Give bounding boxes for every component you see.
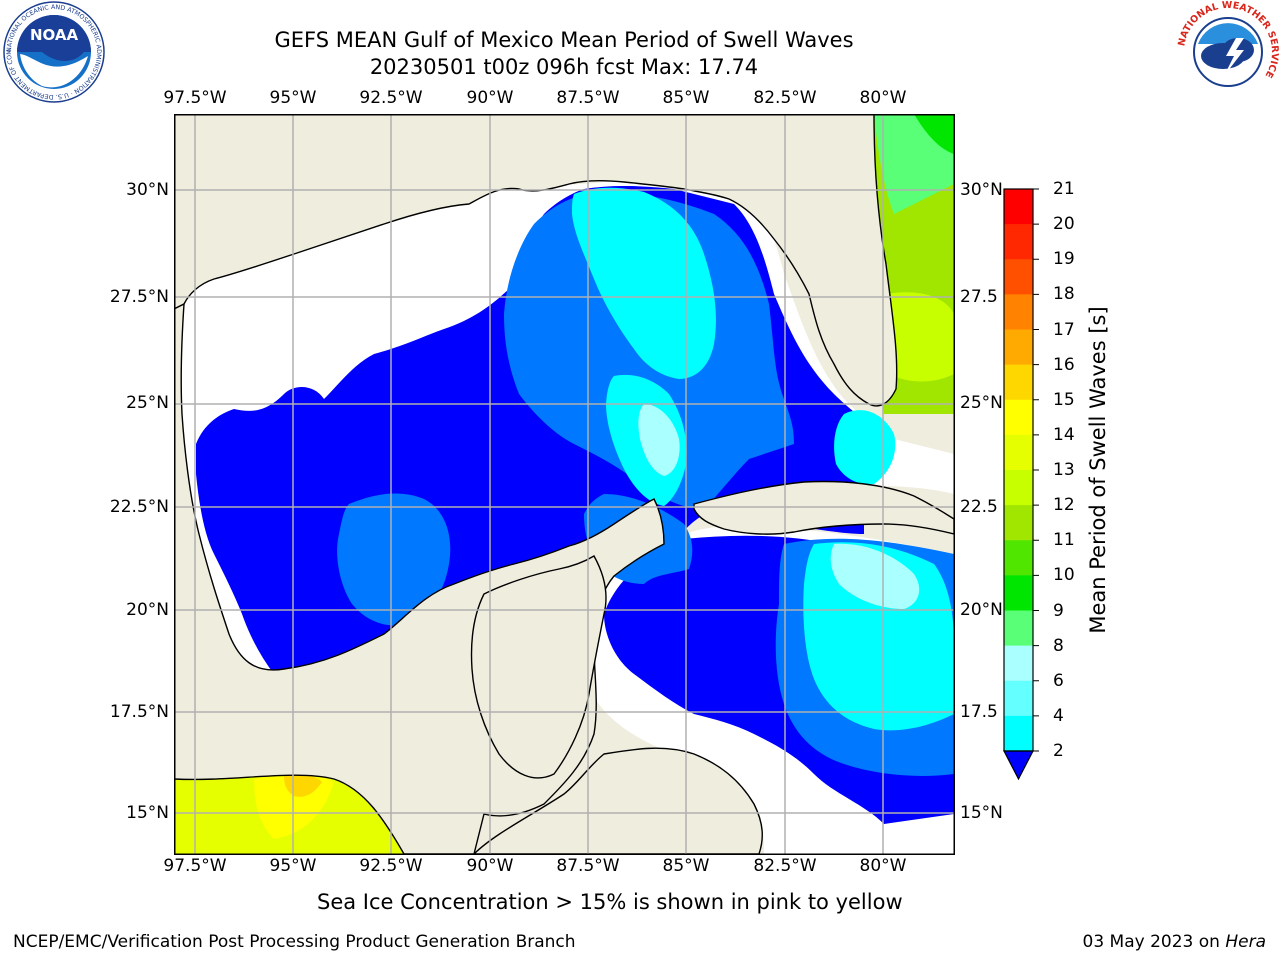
colorbar-tick-label: 10 — [1053, 565, 1075, 586]
colorbar-tick-label: 15 — [1053, 389, 1075, 410]
lat-label-left: 27.5°N — [109, 287, 169, 307]
colorbar-tick-label: 6 — [1053, 670, 1064, 691]
footer-branch: NCEP/EMC/Verification Post Processing Pr… — [13, 932, 576, 952]
lon-label-bottom: 95°W — [269, 856, 317, 876]
colorbar-segment — [1004, 645, 1033, 682]
colorbar-tick-label: 21 — [1053, 179, 1075, 199]
colorbar-segment — [1004, 259, 1033, 295]
colorbar-tick-label: 18 — [1053, 284, 1075, 305]
footer-date: 03 May 2023 on Hera — [1082, 932, 1267, 952]
colorbar-segment — [1004, 610, 1033, 647]
lat-label-right: 22.5 — [960, 497, 998, 517]
colorbar — [1003, 188, 1039, 781]
colorbar-label: Mean Period of Swell Waves [s] — [1086, 306, 1110, 634]
colorbar-segment — [1004, 329, 1033, 366]
lon-label-top: 95°W — [269, 88, 317, 108]
colorbar-tick-label: 8 — [1053, 635, 1064, 656]
colorbar-segment — [1004, 399, 1033, 436]
lat-label-right: 20°N — [960, 600, 1003, 620]
colorbar-segment — [1004, 364, 1033, 401]
colorbar-tick-label: 19 — [1053, 249, 1075, 270]
lon-label-top: 90°W — [466, 88, 514, 108]
chart-subtitle: 20230501 t00z 096h fcst Max: 17.74 — [369, 55, 759, 79]
lon-label-top: 87.5°W — [556, 88, 620, 108]
lat-label-right: 15°N — [960, 803, 1003, 823]
colorbar-segment — [1004, 680, 1033, 717]
colorbar-segment — [1004, 540, 1033, 576]
chart-title: GEFS MEAN Gulf of Mexico Mean Period of … — [274, 28, 854, 52]
lat-label-right: 30°N — [960, 180, 1003, 200]
colorbar-segment — [1004, 470, 1033, 506]
colorbar-extend-triangle — [1003, 750, 1034, 781]
lon-label-top: 97.5°W — [163, 88, 227, 108]
lat-label-left: 22.5°N — [109, 497, 169, 517]
colorbar-tick-label: 11 — [1053, 530, 1075, 551]
cuba-landmass — [693, 480, 954, 535]
lon-label-bottom: 87.5°W — [556, 856, 620, 876]
colorbar-tick-label: 17 — [1053, 319, 1075, 340]
lon-label-bottom: 80°W — [859, 856, 907, 876]
lat-label-left: 25°N — [126, 393, 169, 413]
colorbar-tick-label: 16 — [1053, 354, 1075, 375]
lat-label-left: 20°N — [126, 600, 169, 620]
svg-text:NOAA: NOAA — [30, 26, 79, 44]
swell-field-atlantic-10 — [914, 114, 954, 154]
lat-label-right: 17.5 — [960, 702, 998, 722]
lon-label-bottom: 82.5°W — [753, 856, 817, 876]
swell-field-atlantic-13 — [882, 292, 954, 382]
sea-ice-note: Sea Ice Concentration > 15% is shown in … — [317, 890, 903, 914]
colorbar-tick-label: 2 — [1053, 741, 1064, 761]
lon-label-bottom: 97.5°W — [163, 856, 227, 876]
swell-field-8to9 — [638, 404, 680, 476]
colorbar-segment — [1004, 294, 1033, 330]
colorbar-tick-label: 13 — [1053, 460, 1075, 480]
lat-label-right: 25°N — [960, 393, 1003, 413]
lon-label-top: 85°W — [662, 88, 710, 108]
colorbar-tick-label: 4 — [1053, 705, 1064, 726]
lon-label-bottom: 92.5°W — [359, 856, 423, 876]
swell-field-8to9-caribbean — [830, 543, 920, 609]
swell-field-6to8 — [572, 187, 716, 379]
colorbar-segment — [1004, 575, 1033, 611]
lon-label-bottom: 85°W — [662, 856, 710, 876]
colorbar-segment — [1004, 434, 1033, 471]
lon-label-top: 92.5°W — [359, 88, 423, 108]
colorbar-tick-label: 12 — [1053, 495, 1075, 516]
colorbar-tick-label: 14 — [1053, 424, 1075, 445]
central-america-landmass — [473, 747, 763, 854]
colorbar-tick-label: 20 — [1053, 214, 1075, 235]
colorbar-segment — [1004, 715, 1033, 752]
swell-field-4to6-yucatan — [337, 493, 451, 626]
graticule — [174, 114, 954, 854]
lat-label-left: 15°N — [126, 803, 169, 823]
footer-host: Hera — [1225, 932, 1266, 952]
colorbar-segment — [1004, 505, 1033, 541]
gulf-of-mexico-map — [174, 114, 955, 855]
colorbar-segment — [1004, 189, 1033, 225]
lat-label-right: 27.5 — [960, 287, 998, 307]
noaa-logo-icon: NATIONAL OCEANIC AND ATMOSPHERIC ADMINIS… — [2, 0, 105, 103]
lon-label-bottom: 90°W — [466, 856, 514, 876]
colorbar-tick-label: 9 — [1053, 600, 1064, 621]
map-frame — [174, 114, 955, 855]
colorbar-segment — [1004, 224, 1033, 260]
nws-logo-icon: NATIONAL WEATHER SERVICE — [1176, 0, 1280, 102]
swell-field-6to8-straits — [834, 410, 896, 485]
lat-label-left: 30°N — [126, 180, 169, 200]
lat-label-left: 17.5°N — [109, 702, 169, 722]
lon-label-top: 80°W — [859, 88, 907, 108]
lon-label-top: 82.5°W — [753, 88, 817, 108]
